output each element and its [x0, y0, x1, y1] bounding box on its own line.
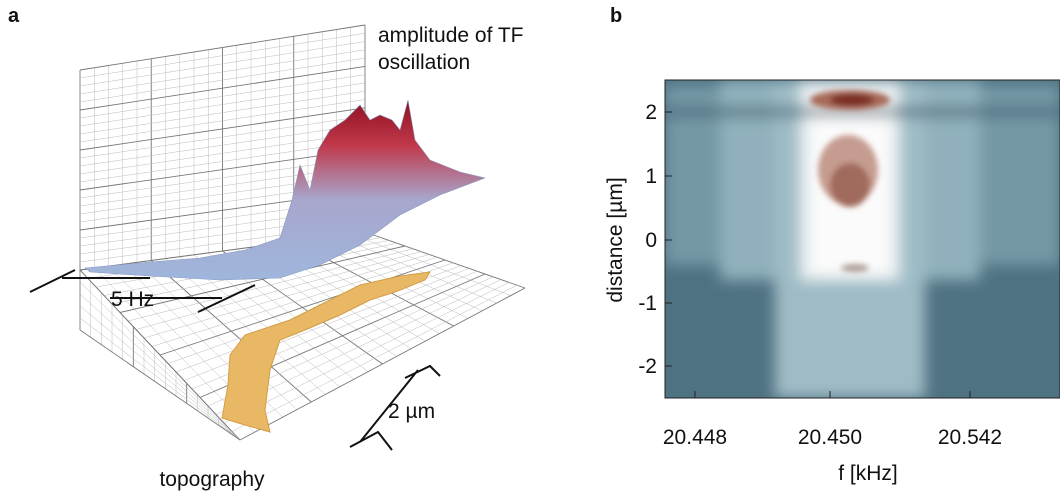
- grid-line: [79, 305, 241, 441]
- length-scale: 2 µm: [388, 400, 435, 423]
- y-axis-label: distance [µm]: [604, 177, 627, 302]
- grid-line: [79, 24, 366, 71]
- y-tick-label: 1: [645, 165, 657, 188]
- grid-line: [159, 259, 446, 356]
- grid-line: [79, 33, 366, 79]
- panel-label: a: [8, 5, 20, 27]
- grid-line: [79, 65, 366, 111]
- amplitude-surface: [84, 99, 487, 281]
- grid-line: [231, 284, 518, 432]
- y-tick-label: 0: [645, 229, 657, 252]
- grid-line: [79, 140, 366, 183]
- x-tick-label: 20.448: [663, 426, 727, 449]
- x-axis-label: f [kHz]: [838, 462, 898, 485]
- floor-label: topography: [159, 468, 265, 491]
- grid-line: [151, 256, 438, 347]
- y-tick-label: -2: [638, 355, 657, 378]
- grid-line: [239, 287, 526, 441]
- grid-line: [223, 282, 510, 424]
- grid-line: [79, 82, 366, 127]
- grid-line: [79, 281, 241, 441]
- topography-band: [221, 271, 431, 433]
- grid-line: [119, 245, 406, 313]
- z-scale: 5 Hz: [111, 288, 154, 311]
- grid-line: [79, 115, 366, 159]
- grid-line: [79, 107, 366, 151]
- grid-line: [79, 41, 366, 87]
- surface-label-text: amplitude of TF oscillation: [378, 24, 524, 74]
- y-tick-label: -1: [638, 292, 657, 315]
- grid-line: [79, 49, 366, 95]
- surface-label: amplitude of TF oscillation: [378, 24, 524, 74]
- grid-line: [79, 293, 241, 441]
- x-tick-label: 20.542: [938, 426, 1002, 449]
- grid-line: [79, 74, 366, 119]
- panel-label: b: [610, 5, 622, 27]
- grid-line: [79, 124, 366, 167]
- grid-line: [79, 57, 366, 103]
- grid-line: [135, 251, 422, 330]
- heatmap: [665, 80, 1060, 398]
- grid-line: [79, 329, 241, 441]
- grid-line: [79, 99, 366, 143]
- plot-frame: [664, 79, 1060, 399]
- grid-line: [183, 268, 470, 381]
- grid-line: [79, 132, 366, 175]
- grid-line: [143, 254, 430, 339]
- grid-line: [79, 317, 241, 441]
- scale-bars: [29, 269, 441, 451]
- grid-line: [79, 269, 241, 441]
- grid-line: [79, 90, 366, 135]
- x-tick-label: 20.450: [798, 426, 862, 449]
- grid-line: [127, 248, 414, 322]
- y-tick-label: 2: [645, 101, 657, 124]
